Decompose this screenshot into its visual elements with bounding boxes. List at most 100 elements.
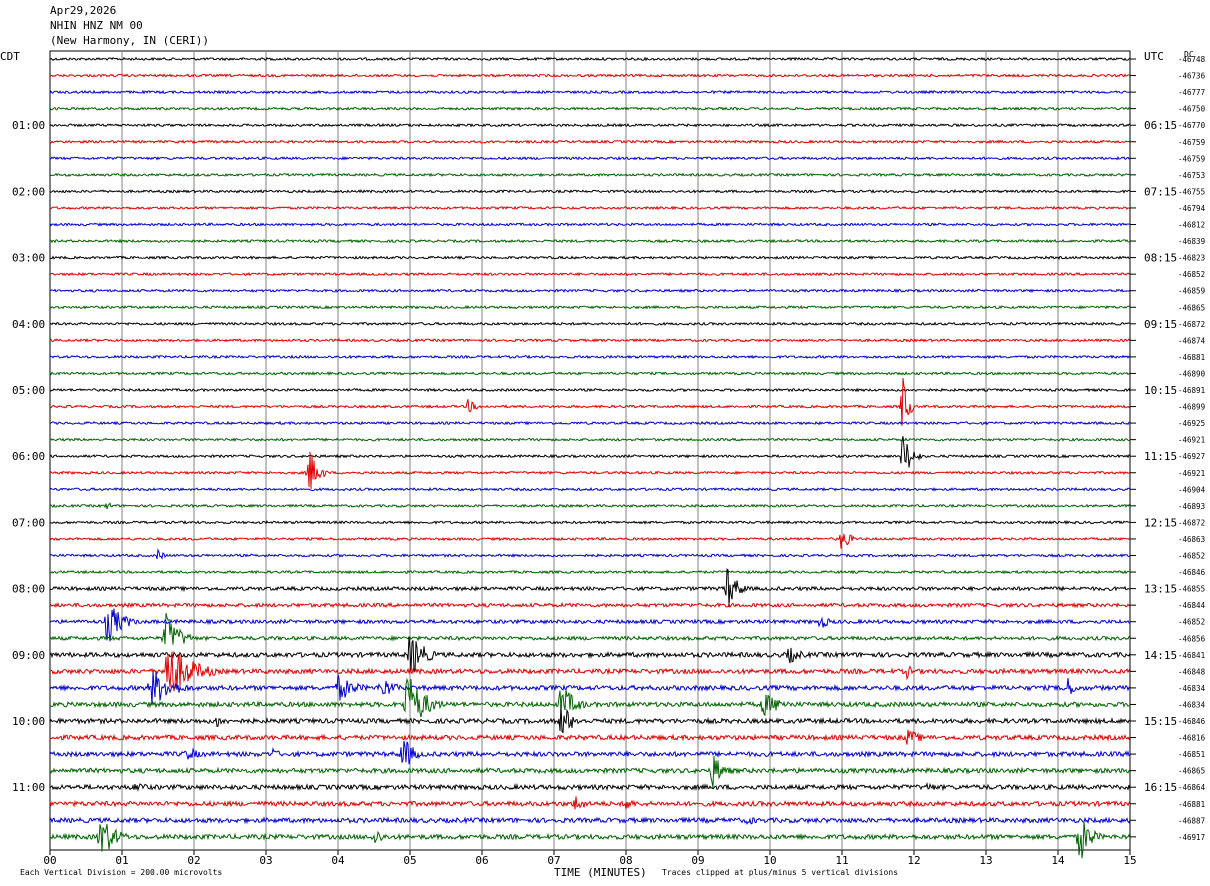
dc-value-label: -46834 bbox=[1178, 684, 1206, 693]
trace-line bbox=[49, 568, 1131, 607]
x-tick-label: 10 bbox=[763, 854, 776, 867]
trace-line bbox=[49, 288, 1131, 294]
trace-line bbox=[49, 337, 1131, 343]
x-tick-label: 08 bbox=[619, 854, 632, 867]
dc-column-label: DC bbox=[1184, 50, 1194, 59]
plot-frame bbox=[49, 50, 1131, 851]
dc-value-label: -46921 bbox=[1178, 436, 1205, 445]
dc-value-label: -46812 bbox=[1178, 221, 1205, 230]
left-hour-label: 08:00 bbox=[12, 583, 45, 596]
trace-line bbox=[49, 671, 1131, 706]
dc-value-label: -46890 bbox=[1178, 369, 1206, 378]
right-hour-label: 08:15 bbox=[1144, 252, 1177, 265]
trace-line bbox=[49, 436, 1131, 468]
left-timezone-label: CDT bbox=[0, 50, 20, 63]
trace-line bbox=[49, 601, 1131, 609]
trace-line bbox=[49, 155, 1131, 161]
right-hour-label: 10:15 bbox=[1144, 384, 1177, 397]
dc-value-label: -46852 bbox=[1178, 270, 1205, 279]
left-hour-label: 11:00 bbox=[12, 781, 45, 794]
record-date: Apr29,2026 bbox=[50, 4, 117, 17]
trace-line bbox=[49, 139, 1131, 145]
dc-value-label: -46777 bbox=[1178, 88, 1205, 97]
dc-value-label: -46848 bbox=[1178, 667, 1206, 676]
x-axis-title: TIME (MINUTES) bbox=[554, 866, 647, 879]
trace-line bbox=[49, 533, 1131, 549]
dc-value-label: -46925 bbox=[1178, 419, 1205, 428]
x-tick-label: 07 bbox=[547, 854, 560, 867]
right-hour-label: 12:15 bbox=[1144, 516, 1177, 529]
dc-value-label: -46839 bbox=[1178, 237, 1205, 246]
trace-line bbox=[49, 238, 1131, 244]
trace-line bbox=[49, 781, 1131, 792]
left-hour-label: 06:00 bbox=[12, 450, 45, 463]
trace-line bbox=[49, 821, 1131, 859]
dc-value-label: -46917 bbox=[1178, 833, 1205, 842]
dc-value-label: -46891 bbox=[1178, 386, 1205, 395]
right-hour-label: 11:15 bbox=[1144, 450, 1177, 463]
trace-line bbox=[49, 636, 1131, 672]
trace-line bbox=[49, 304, 1131, 310]
dc-value-label: -46846 bbox=[1178, 717, 1206, 726]
dc-value-label: -46855 bbox=[1178, 585, 1205, 594]
trace-line bbox=[49, 420, 1131, 426]
trace-line bbox=[49, 486, 1131, 492]
trace-line bbox=[49, 321, 1131, 326]
trace-line bbox=[49, 677, 1131, 718]
trace-line bbox=[49, 451, 1131, 490]
dc-value-label: -46865 bbox=[1178, 303, 1205, 312]
dc-value-label: -46755 bbox=[1178, 187, 1205, 196]
dc-value-label: -46865 bbox=[1178, 767, 1205, 776]
dc-value-label: -46872 bbox=[1178, 518, 1205, 527]
dc-value-label: -46874 bbox=[1178, 336, 1206, 345]
trace-line bbox=[49, 172, 1131, 178]
trace-line bbox=[49, 740, 1131, 765]
dc-value-label: -46881 bbox=[1178, 353, 1205, 362]
x-tick-label: 11 bbox=[835, 854, 848, 867]
x-tick-label: 13 bbox=[979, 854, 992, 867]
trace-line bbox=[49, 56, 1131, 62]
right-hour-label: 16:15 bbox=[1144, 781, 1177, 794]
station-code: NHIN HNZ NM 00 bbox=[50, 19, 143, 32]
trace-line bbox=[49, 612, 1131, 645]
dc-value-label: -46816 bbox=[1178, 734, 1206, 743]
right-hour-label: 06:15 bbox=[1144, 119, 1177, 132]
left-hour-label: 05:00 bbox=[12, 384, 45, 397]
scale-note: Each Vertical Division = 200.00 microvol… bbox=[20, 868, 223, 877]
trace-line bbox=[49, 222, 1131, 227]
trace-line bbox=[49, 371, 1131, 376]
trace-line bbox=[49, 796, 1131, 810]
dc-value-label: -46852 bbox=[1178, 552, 1205, 561]
trace-line bbox=[49, 608, 1131, 642]
dc-value-label: -46794 bbox=[1178, 204, 1206, 213]
right-hour-label: 14:15 bbox=[1144, 649, 1177, 662]
trace-line bbox=[49, 354, 1131, 360]
trace-line bbox=[49, 122, 1131, 128]
trace-line bbox=[49, 548, 1130, 560]
dc-value-label: -46864 bbox=[1178, 783, 1206, 792]
dc-value-label: -46927 bbox=[1178, 452, 1205, 461]
dc-value-label: -46887 bbox=[1178, 816, 1205, 825]
left-hour-label: 03:00 bbox=[12, 252, 45, 265]
dc-value-label: -46851 bbox=[1178, 750, 1205, 759]
trace-line bbox=[49, 106, 1131, 111]
trace-line bbox=[49, 271, 1131, 277]
trace-line bbox=[49, 729, 1131, 745]
trace-line bbox=[49, 205, 1131, 211]
x-tick-label: 09 bbox=[691, 854, 704, 867]
dc-value-label: -46881 bbox=[1178, 800, 1205, 809]
left-hour-label: 04:00 bbox=[12, 318, 45, 331]
x-tick-label: 15 bbox=[1123, 854, 1136, 867]
clip-note: Traces clipped at plus/minus 5 vertical … bbox=[662, 868, 899, 877]
right-hour-label: 09:15 bbox=[1144, 318, 1177, 331]
trace-line bbox=[49, 569, 1131, 575]
trace-line bbox=[50, 255, 1131, 261]
trace-line bbox=[49, 437, 1131, 442]
dc-value-label: -46846 bbox=[1178, 568, 1206, 577]
x-tick-label: 06 bbox=[475, 854, 488, 867]
dc-value-label: -46759 bbox=[1178, 138, 1205, 147]
x-tick-label: 01 bbox=[115, 854, 128, 867]
left-hour-label: 07:00 bbox=[12, 516, 45, 529]
x-tick-label: 14 bbox=[1051, 854, 1065, 867]
